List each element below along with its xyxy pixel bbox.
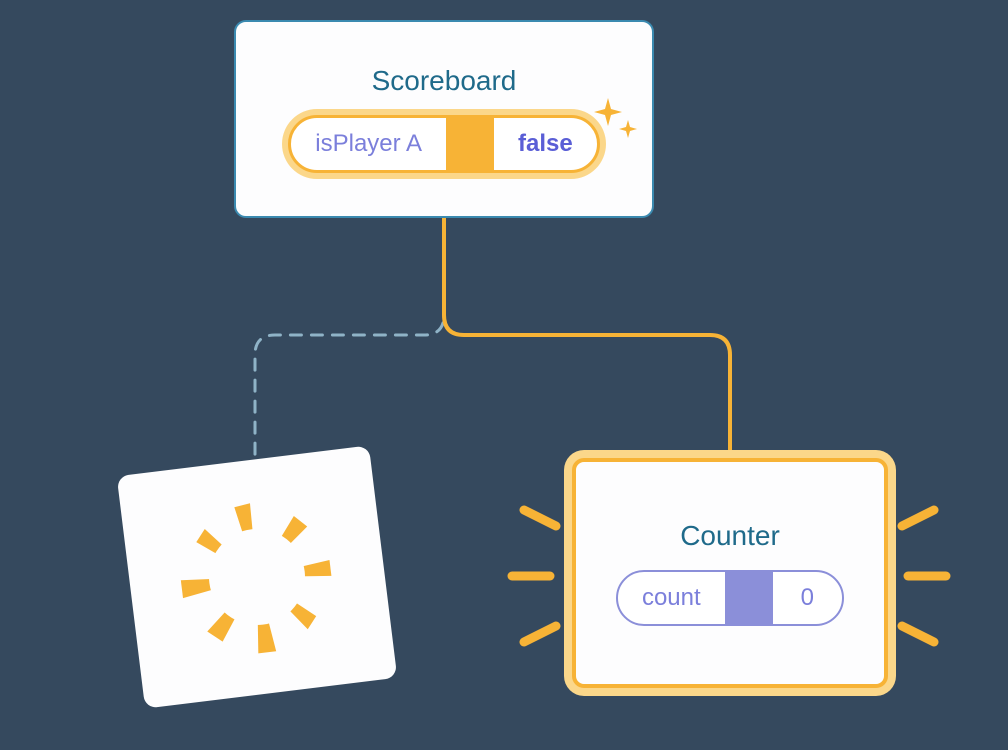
connector-dashed [255,218,444,462]
scoreboard-state-pill: isPlayer A false [288,115,599,173]
pill-divider [446,118,494,170]
counter-prop-name: count [618,572,725,624]
counter-card: Counter count 0 [572,458,888,688]
counter-card-wrapper: Counter count 0 [572,458,888,688]
counter-state-pill: count 0 [616,570,844,626]
sparkle-icon [592,94,640,150]
scoreboard-prop-name: isPlayer A [291,118,446,170]
poof-burst-icon [117,445,398,708]
counter-title: Counter [680,520,780,552]
scoreboard-title: Scoreboard [372,65,517,97]
scoreboard-card: Scoreboard isPlayer A false [234,20,654,218]
destroyed-component-card [117,445,398,708]
scoreboard-prop-value: false [494,118,597,170]
pill-divider [725,572,773,624]
counter-prop-value: 0 [773,572,842,624]
